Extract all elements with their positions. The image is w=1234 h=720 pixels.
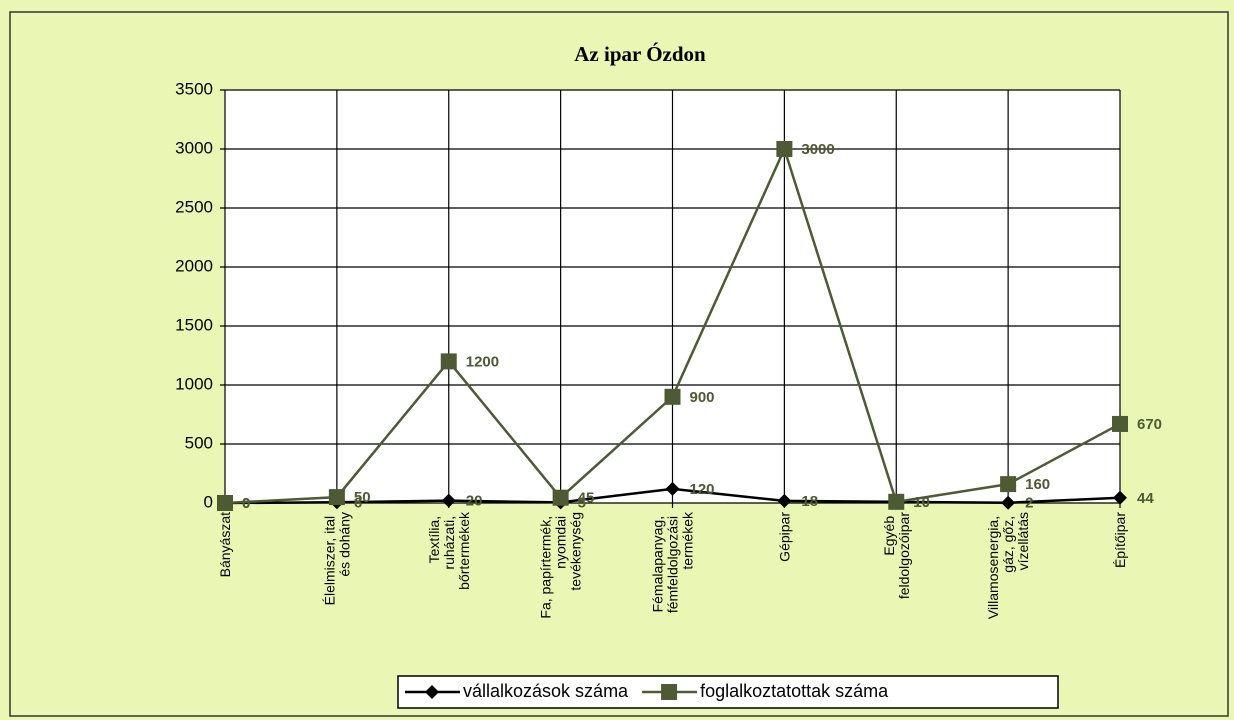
x-tick-label: Élelmiszer, ital és dohány: [321, 512, 352, 605]
marker: [664, 388, 681, 405]
x-tick-label: Villamosenergia, gáz, gőz, vízellátás: [985, 512, 1031, 619]
data-label: 50: [354, 489, 371, 506]
y-tick-label: 1000: [175, 374, 213, 393]
marker: [661, 684, 678, 700]
marker: [441, 493, 456, 508]
legend-box: [397, 675, 1059, 709]
x-tick-label: Egyéb feldolgozóipar: [881, 512, 912, 600]
data-label: 1200: [466, 353, 499, 370]
data-label: 45: [578, 490, 595, 507]
marker: [1000, 476, 1017, 493]
data-label: 900: [690, 389, 715, 406]
marker: [217, 495, 233, 511]
data-label: 5: [578, 494, 586, 511]
x-tick-label: Építőipar: [1112, 512, 1128, 568]
x-tick-label: Bányászat: [217, 512, 233, 577]
marker: [440, 353, 457, 370]
chart-border: [9, 11, 1229, 717]
marker: [888, 493, 905, 510]
x-tick-label: Fa, papírtermék, nyomdai tevékenység: [538, 512, 584, 619]
data-label: 2: [1025, 495, 1033, 512]
data-label: 44: [1137, 490, 1154, 507]
data-label: 3000: [801, 141, 834, 158]
x-tick-label: Gépipar: [776, 512, 792, 562]
marker: [665, 481, 680, 496]
y-tick-label: 3000: [175, 138, 213, 157]
marker: [1001, 495, 1016, 510]
marker: [328, 489, 345, 506]
data-label: 18: [801, 493, 818, 510]
y-tick-label: 1500: [175, 315, 213, 334]
legend-label: foglalkoztatottak száma: [700, 681, 889, 701]
y-tick-label: 500: [185, 433, 213, 452]
x-tick-label: Fémalapanyag, fémfeldolgozási termékek: [650, 511, 696, 613]
data-label: 0: [242, 495, 250, 512]
data-label: 120: [690, 481, 715, 498]
data-label: 0: [242, 495, 250, 512]
data-label: 6: [354, 494, 362, 511]
y-tick-label: 2000: [175, 256, 213, 275]
marker: [1113, 490, 1127, 505]
data-label: 670: [1137, 416, 1162, 433]
x-tick-label: Textília, ruházati, bőrtermékek: [426, 511, 472, 590]
marker: [1112, 415, 1128, 432]
y-tick-label: 2500: [175, 197, 213, 216]
chart-title: Az ipar Ózdon: [574, 42, 706, 66]
data-label: 10: [913, 494, 930, 511]
data-label: 20: [466, 493, 483, 510]
marker: [425, 685, 439, 699]
y-tick-label: 3500: [175, 79, 213, 98]
marker: [776, 141, 793, 157]
legend-label: vállalkozások száma: [463, 681, 629, 701]
y-tick-label: 0: [204, 492, 213, 511]
data-label: 160: [1025, 476, 1050, 493]
marker: [552, 489, 569, 506]
marker: [777, 493, 792, 508]
